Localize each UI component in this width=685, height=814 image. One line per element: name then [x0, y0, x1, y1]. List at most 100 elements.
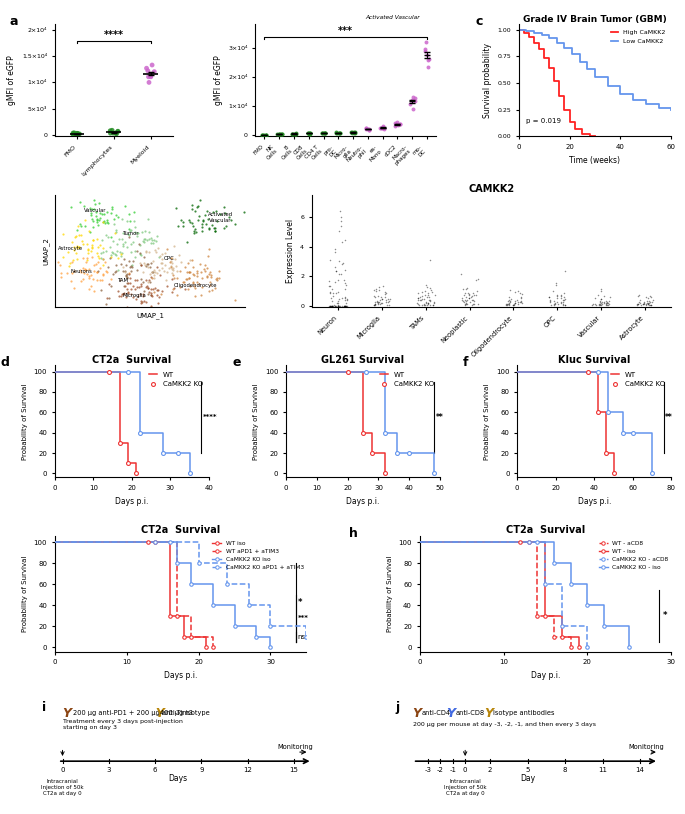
Point: [124, 230, 135, 243]
Point: [119, 287, 129, 300]
Low CaMKK2: [591, 72, 599, 81]
Point: [384, 295, 395, 308]
Point: [421, 49, 432, 62]
Point: [548, 295, 559, 308]
Text: Activated
Vascular: Activated Vascular: [208, 212, 233, 223]
Point: [416, 286, 427, 299]
Point: [633, 295, 644, 308]
Y-axis label: Probability of Survival: Probability of Survival: [22, 383, 28, 460]
Point: [425, 254, 436, 267]
Point: [329, 246, 340, 259]
Point: [593, 298, 604, 311]
Point: [95, 274, 105, 287]
Point: [501, 298, 512, 311]
Point: [503, 291, 514, 304]
Point: [333, 295, 344, 308]
Point: [156, 256, 167, 269]
Point: [419, 285, 430, 298]
Point: [425, 295, 436, 308]
Point: [333, 254, 344, 267]
Point: [410, 91, 421, 104]
Point: [116, 212, 127, 225]
Point: [334, 204, 345, 217]
Point: [163, 261, 174, 274]
Point: [102, 291, 113, 304]
Point: [421, 36, 432, 49]
Low CaMKK2: [522, 26, 530, 36]
Point: [133, 290, 144, 303]
High CaMKK2: [560, 105, 569, 115]
Point: [188, 226, 199, 239]
Point: [324, 280, 335, 293]
Point: [183, 271, 194, 284]
Point: [458, 282, 469, 295]
Low CaMKK2: [667, 105, 675, 115]
Point: [638, 297, 649, 310]
Point: [86, 268, 97, 281]
Point: [98, 253, 109, 266]
Point: [325, 299, 336, 312]
Point: [151, 234, 162, 247]
Point: [112, 285, 123, 298]
High CaMKK2: [535, 37, 543, 47]
Point: [92, 264, 103, 277]
Legend: WT, CaMKK2 KO: WT, CaMKK2 KO: [146, 369, 206, 390]
Point: [192, 267, 203, 280]
Low CaMKK2: [575, 50, 584, 59]
Text: Vascular: Vascular: [84, 208, 106, 213]
Point: [171, 260, 182, 273]
Point: [96, 284, 107, 297]
Point: [466, 290, 477, 303]
Point: [114, 290, 125, 303]
Point: [88, 220, 99, 233]
Point: [208, 206, 219, 219]
Low CaMKK2: [667, 103, 675, 112]
Point: [224, 211, 235, 224]
Point: [66, 266, 77, 279]
Point: [419, 299, 430, 312]
Point: [213, 265, 224, 278]
Point: [261, 128, 272, 141]
Point: [347, 126, 358, 139]
Point: [377, 293, 388, 306]
Point: [126, 260, 137, 274]
Point: [165, 260, 176, 274]
Point: [332, 126, 342, 139]
Point: [557, 295, 568, 309]
Point: [332, 274, 343, 287]
Low CaMKK2: [553, 33, 561, 43]
Point: [149, 263, 160, 276]
Point: [134, 288, 145, 301]
Point: [88, 265, 99, 278]
Point: [79, 219, 90, 232]
Point: [178, 216, 189, 229]
Point: [138, 234, 149, 247]
Point: [339, 299, 350, 312]
Point: [83, 243, 94, 256]
Point: [333, 292, 344, 305]
High CaMKK2: [535, 44, 543, 54]
Point: [327, 299, 338, 312]
Point: [594, 298, 605, 311]
Point: [363, 123, 374, 136]
Point: [335, 126, 346, 139]
Point: [182, 256, 193, 269]
Point: [336, 291, 347, 304]
Point: [111, 237, 122, 250]
Point: [473, 298, 484, 311]
Point: [133, 226, 144, 239]
High CaMKK2: [520, 25, 528, 35]
Text: 2: 2: [488, 768, 493, 773]
Point: [92, 256, 103, 269]
Point: [289, 127, 300, 140]
Point: [86, 207, 97, 220]
Point: [83, 243, 94, 256]
Point: [97, 268, 108, 281]
Point: [147, 265, 158, 278]
Point: [73, 241, 84, 254]
Point: [505, 293, 516, 306]
Point: [80, 263, 91, 276]
Point: [336, 299, 347, 312]
Point: [421, 296, 432, 309]
Point: [203, 221, 214, 234]
